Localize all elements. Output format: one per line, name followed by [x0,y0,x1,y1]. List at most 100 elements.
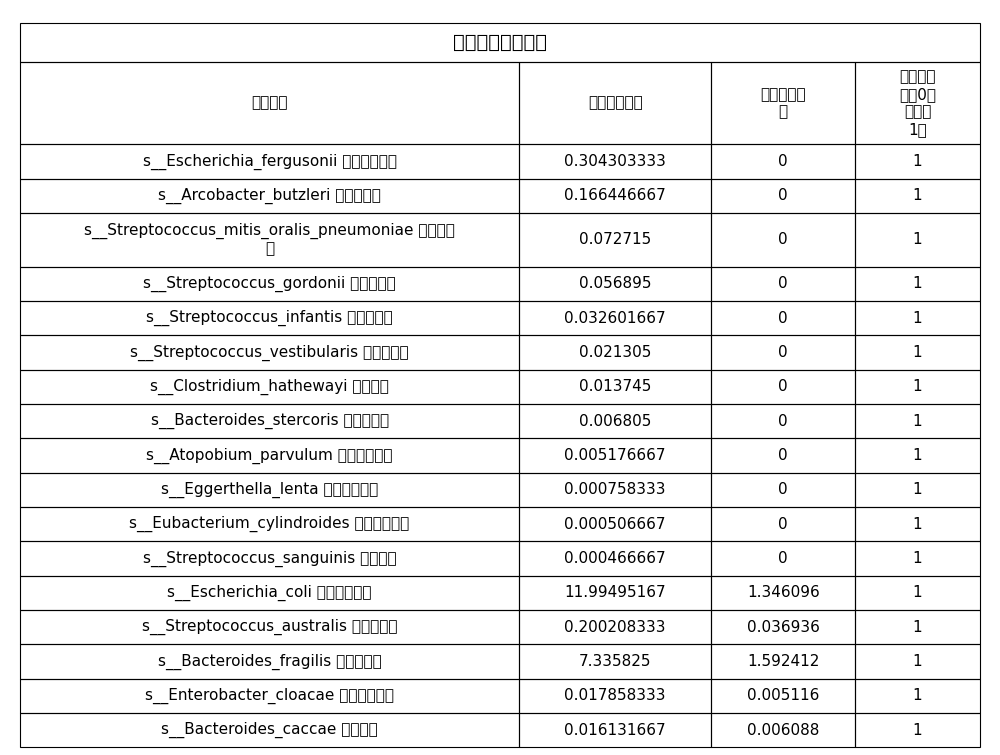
Text: 0: 0 [778,233,788,248]
Bar [711,144,855,179]
Bar [20,576,519,610]
Text: 0: 0 [778,310,788,325]
Text: 0: 0 [778,414,788,429]
Bar [855,301,980,335]
Bar [711,301,855,335]
Text: 富集（对
照组0，
病例组
1）: 富集（对 照组0， 病例组 1） [899,69,936,137]
Text: 1: 1 [913,516,922,532]
Bar [519,679,711,713]
Text: 1.346096: 1.346096 [747,585,820,600]
Bar [711,404,855,439]
Bar [711,370,855,404]
Text: 0.000758333: 0.000758333 [564,482,666,498]
Text: 1: 1 [913,482,922,498]
Text: 0.021305: 0.021305 [579,345,651,360]
Text: s__Eggerthella_lenta 迟缓埃格特菌: s__Eggerthella_lenta 迟缓埃格特菌 [161,482,378,498]
Bar [711,610,855,645]
Text: 1: 1 [913,414,922,429]
Bar [711,507,855,541]
Bar [855,473,980,507]
Text: 0.056895: 0.056895 [579,276,651,291]
Text: 对照组平均
值: 对照组平均 值 [760,87,806,119]
Bar [855,179,980,213]
Bar [519,301,711,335]
Bar [711,541,855,576]
Text: 0: 0 [778,516,788,532]
Bar [855,610,980,645]
Bar [20,610,519,645]
Bar [519,213,711,267]
Bar [20,301,519,335]
Bar [855,541,980,576]
Bar [519,335,711,370]
Bar [20,213,519,267]
Text: 1: 1 [913,654,922,669]
Text: 0.005176667: 0.005176667 [564,448,666,463]
Bar [711,576,855,610]
Bar [855,679,980,713]
Text: s__Streptococcus_mitis_oralis_pneumoniae 肺炎链球
菌: s__Streptococcus_mitis_oralis_pneumoniae… [84,223,455,257]
Text: s__Bacteroides_caccae 粪拟杆菌: s__Bacteroides_caccae 粪拟杆菌 [161,723,378,738]
Text: 0.036936: 0.036936 [747,620,820,635]
Bar [711,439,855,473]
Text: 1: 1 [913,310,922,325]
Bar [711,62,855,144]
Text: s__Arcobacter_butzleri 布氏弓形菌: s__Arcobacter_butzleri 布氏弓形菌 [158,188,381,204]
Bar [855,645,980,679]
Text: 0: 0 [778,379,788,394]
Text: 0.000506667: 0.000506667 [564,516,666,532]
Bar [519,144,711,179]
Bar [855,507,980,541]
Bar [855,576,980,610]
Text: 0.017858333: 0.017858333 [564,689,666,704]
Bar [855,439,980,473]
Text: s__Atopobium_parvulum 阴道阿托波菌: s__Atopobium_parvulum 阴道阿托波菌 [146,448,393,464]
Text: 0.032601667: 0.032601667 [564,310,666,325]
Text: 0: 0 [778,276,788,291]
Bar [20,645,519,679]
Text: 病例组平均值: 病例组平均值 [588,96,643,111]
Text: 1: 1 [913,154,922,169]
Bar [711,267,855,301]
Text: 1: 1 [913,723,922,738]
Text: 物种名称: 物种名称 [251,96,288,111]
Bar [711,645,855,679]
Bar [20,144,519,179]
Bar [519,267,711,301]
Text: 1: 1 [913,551,922,566]
Text: 0.013745: 0.013745 [579,379,651,394]
Text: 1: 1 [913,448,922,463]
Text: 0: 0 [778,188,788,203]
Text: 7.335825: 7.335825 [579,654,651,669]
Text: 1: 1 [913,379,922,394]
Bar [855,267,980,301]
Text: 1: 1 [913,345,922,360]
Bar [711,713,855,747]
Text: 0.200208333: 0.200208333 [564,620,666,635]
Text: s__Clostridium_hathewayi 哈氏梭菌: s__Clostridium_hathewayi 哈氏梭菌 [150,379,389,395]
Text: s__Escherichia_coli 大肠埃希氏菌: s__Escherichia_coli 大肠埃希氏菌 [167,585,372,601]
Text: 结核病生物标志物: 结核病生物标志物 [453,32,547,52]
Text: s__Streptococcus_gordonii 格氏链球菌: s__Streptococcus_gordonii 格氏链球菌 [143,276,396,292]
Bar [711,335,855,370]
Bar [20,507,519,541]
Text: s__Bacteroides_fragilis 脆弱拟杆菌: s__Bacteroides_fragilis 脆弱拟杆菌 [158,654,381,670]
Bar [519,713,711,747]
Text: 11.99495167: 11.99495167 [564,585,666,600]
Bar [855,213,980,267]
Text: 1: 1 [913,188,922,203]
Text: s__Bacteroides_stercoris 粪便拟杆菌: s__Bacteroides_stercoris 粪便拟杆菌 [151,413,389,430]
Bar [20,473,519,507]
Text: s__Enterobacter_cloacae 阴沟肠杆菌属: s__Enterobacter_cloacae 阴沟肠杆菌属 [145,688,394,704]
Text: s__Eubacterium_cylindroides 圆柱状真杆菌: s__Eubacterium_cylindroides 圆柱状真杆菌 [129,516,410,532]
Bar [519,473,711,507]
Text: s__Streptococcus_australis 芦苇链球菌: s__Streptococcus_australis 芦苇链球菌 [142,619,397,636]
Bar [855,370,980,404]
Text: 0.005116: 0.005116 [747,689,819,704]
Text: 0: 0 [778,345,788,360]
Bar [20,179,519,213]
Text: 1: 1 [913,233,922,248]
Text: s__Escherichia_fergusonii 费格森埃希菌: s__Escherichia_fergusonii 费格森埃希菌 [143,153,397,170]
Text: 0.000466667: 0.000466667 [564,551,666,566]
Text: s__Streptococcus_sanguinis 血链球菌: s__Streptococcus_sanguinis 血链球菌 [143,550,396,567]
